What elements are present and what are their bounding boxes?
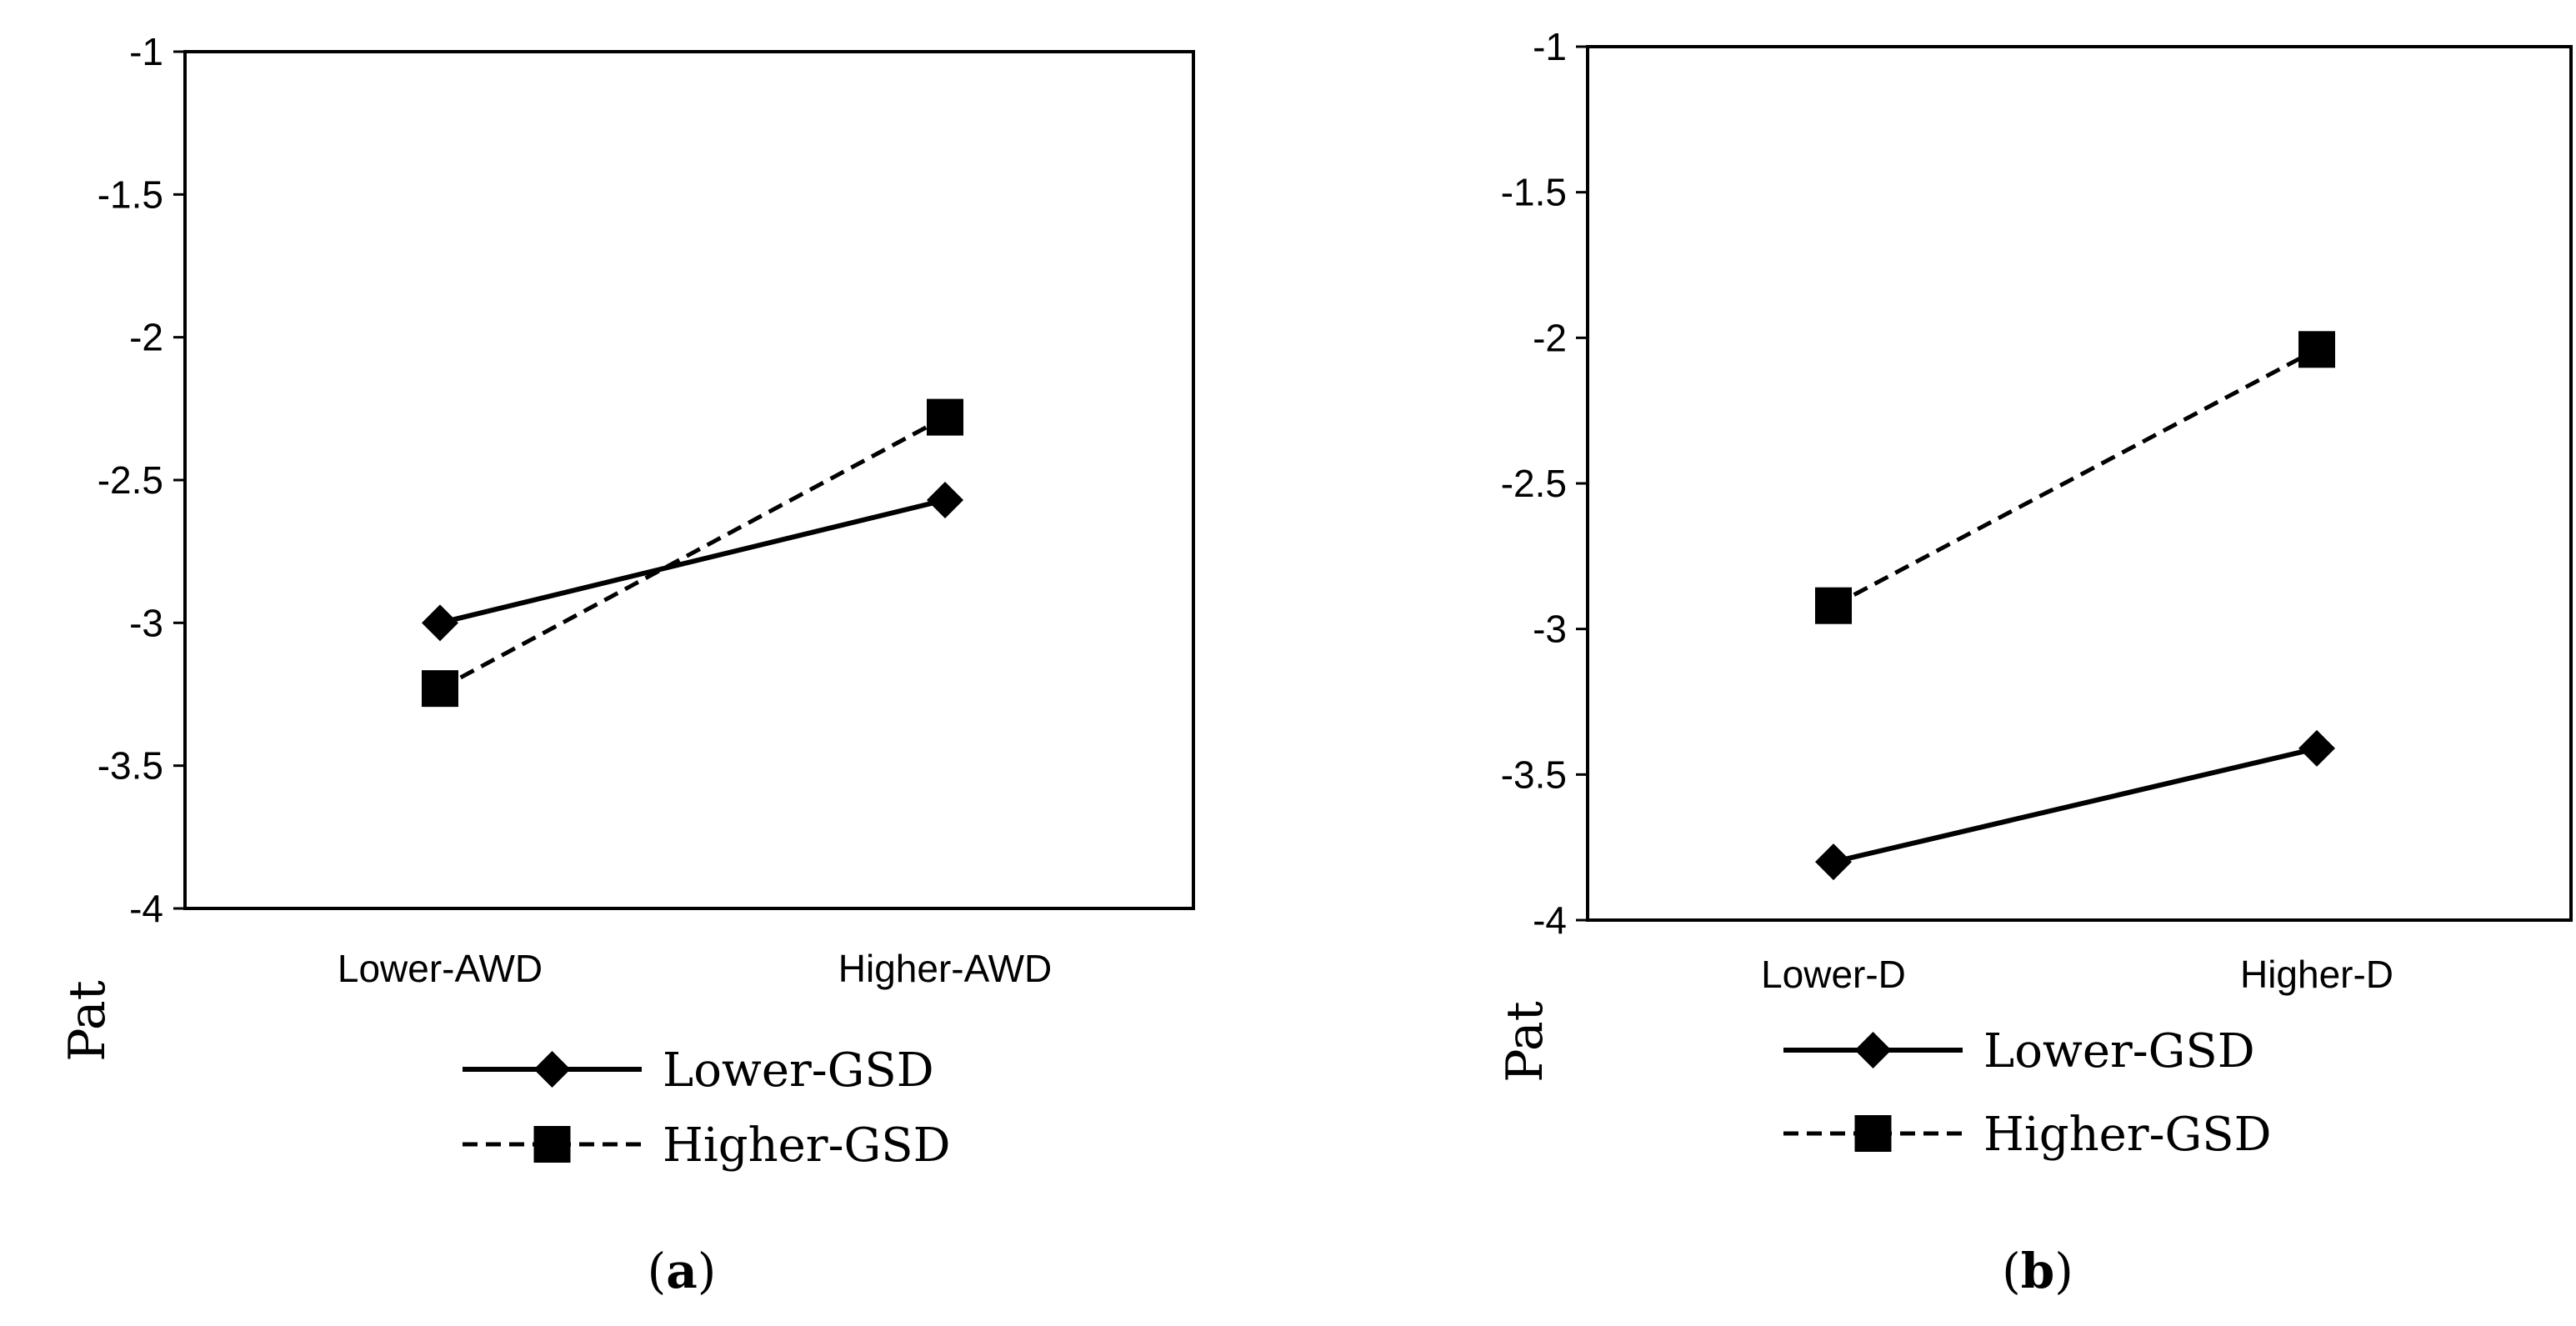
y-tick-label: -4 [1533,898,1567,942]
y-tick-label: -2 [129,316,163,359]
legend-entry: Higher-GSD [1783,1108,2272,1162]
legend-marker [1854,1032,1892,1068]
y-axis-label: Pat [1496,1001,1554,1083]
panel-caption: (a) [648,1243,717,1299]
legend-entry: Lower-GSD [463,1043,934,1098]
y-tick-label: -4 [129,887,163,930]
data-point-marker [422,670,458,708]
y-tick-label: -3 [129,601,163,644]
series-higher-gsd [1815,331,2335,624]
data-point-marker [422,604,458,642]
data-point-marker [927,398,963,436]
chart-panel-a: -1 -1.5 -2 -2.5 -3 -3.5 -4 Lower-AWD Higher-AWD P… [58,30,1195,1299]
plot-frame [183,50,1195,910]
y-tick-label: -1 [1533,25,1567,68]
y-tick-label: -1.5 [98,173,163,216]
series-line [438,415,947,691]
x-category-label: Higher-D [2240,953,2393,996]
legend-label: Lower-GSD [663,1043,934,1098]
y-tick-label: -1.5 [1501,171,1567,214]
legend-label: Higher-GSD [1983,1108,2272,1162]
data-point-marker [2298,331,2335,368]
series-higher-gsd [422,398,963,708]
y-tick-label: -2 [1533,316,1567,359]
y-axis-label: Pat [58,980,117,1062]
series-line [439,498,946,626]
chart-panel-b: -1 -1.5 -2 -2.5 -3 -3.5 -4 Lower-D Higher-D Pat Lo… [1496,25,2573,1299]
y-tick-label: -2.5 [98,458,163,502]
x-category-label: Lower-AWD [338,947,543,990]
data-point-marker [927,481,963,518]
panel-caption: (b) [2002,1243,2073,1299]
legend-entry: Lower-GSD [1783,1024,2255,1078]
data-point-marker [1815,587,1852,624]
y-tick-label: -3.5 [98,744,163,788]
data-point-marker [2298,729,2335,767]
legend-marker [533,1126,571,1163]
legend-entry: Higher-GSD [463,1118,951,1173]
y-tick-label: -1 [129,30,163,73]
legend-label: Lower-GSD [1983,1024,2255,1078]
series-lower-gsd [422,481,963,642]
plot-frame [1586,45,2573,922]
y-tick-label: -3 [1533,608,1567,651]
series-line [1833,745,2318,865]
legend-marker [1854,1115,1892,1152]
y-tick-label: -2.5 [1501,462,1567,505]
series-line [1832,348,2318,608]
x-category-label: Higher-AWD [838,947,1052,990]
legend-marker [533,1051,571,1088]
y-tick-label: -3.5 [1501,753,1567,796]
series-lower-gsd [1815,729,2335,881]
legend-label: Higher-GSD [663,1118,951,1173]
data-point-marker [1815,843,1852,881]
x-category-label: Lower-D [1761,953,1906,996]
